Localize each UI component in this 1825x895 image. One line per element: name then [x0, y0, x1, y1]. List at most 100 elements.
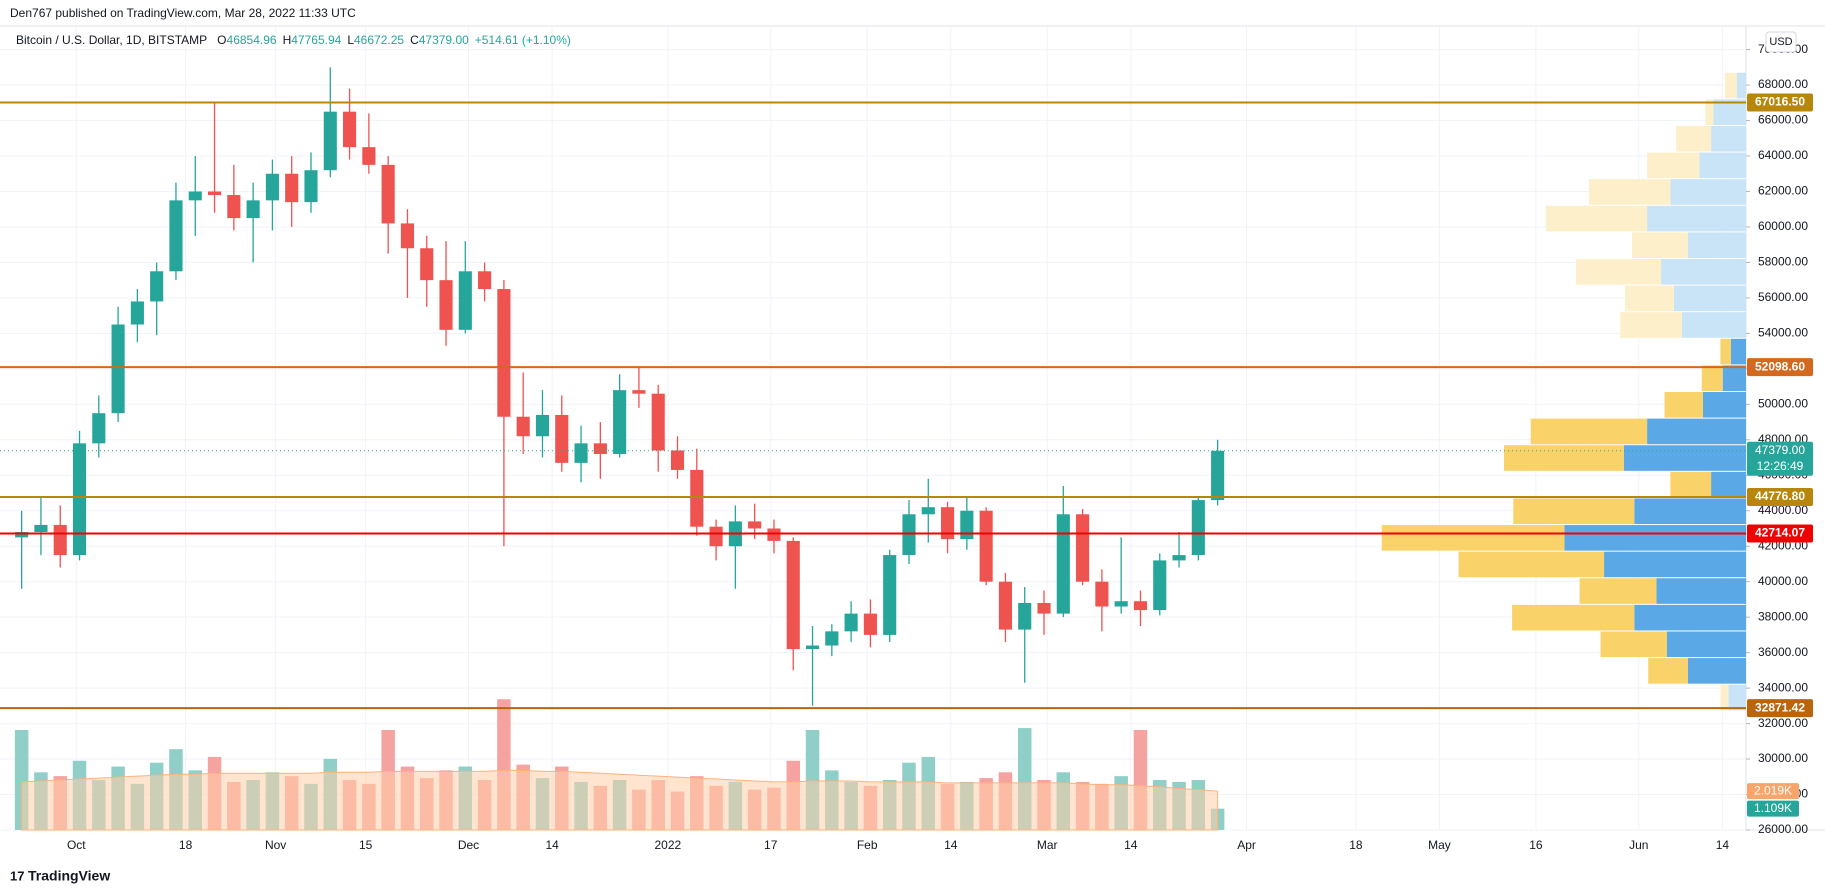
candle-body [632, 390, 646, 394]
plot-layer [0, 26, 1746, 831]
profile-up [1728, 684, 1746, 711]
candle-body [478, 271, 492, 290]
x-tick-label: 14 [1716, 838, 1730, 852]
profile-down [1705, 99, 1714, 125]
candle-body [188, 191, 202, 201]
candle-body [246, 200, 260, 219]
profile-down [1512, 604, 1635, 631]
ohlc-prefix: L [347, 33, 354, 47]
last-price-box [1747, 441, 1813, 476]
candle-body [1191, 500, 1205, 556]
candle-body [709, 526, 723, 547]
candle-body [34, 524, 48, 533]
candle-body [825, 631, 839, 646]
level-label-box [1747, 524, 1813, 543]
candle-body [593, 443, 607, 454]
x-tick-label: Dec [458, 838, 479, 852]
profile-down [1676, 125, 1712, 152]
profile-down [1664, 392, 1703, 418]
candle-body [613, 390, 627, 454]
candle-body [323, 111, 337, 171]
profile-down [1530, 418, 1648, 445]
profile-up [1661, 258, 1746, 285]
candle-body [1018, 602, 1032, 630]
last-price-label: 47379.00 [1755, 443, 1805, 457]
profile-up [1670, 179, 1746, 205]
candle-body [304, 170, 318, 203]
profile-down [1648, 658, 1688, 684]
candle-body [883, 555, 897, 635]
candle-body [960, 510, 974, 540]
candle-body [767, 528, 781, 541]
x-tick-label: 17 [764, 838, 778, 852]
ohlc-prefix: C [410, 33, 419, 47]
profile-down [1725, 72, 1737, 99]
level-label-box [1747, 699, 1813, 718]
ohlc-prefix: H [283, 33, 292, 47]
candle-body [1076, 514, 1090, 582]
candle-body [902, 514, 916, 556]
level-label: 44776.80 [1755, 489, 1805, 503]
ohlc-prefix: O [217, 33, 226, 47]
ohlc-value: 47379.00 [419, 33, 469, 47]
level-label: 32871.42 [1755, 700, 1805, 714]
candle-body [130, 301, 144, 325]
candle-body [748, 521, 762, 529]
profile-up [1711, 125, 1746, 152]
profile-up [1711, 471, 1746, 498]
level-label: 42714.07 [1755, 526, 1805, 540]
y-tick-label: 34000.00 [1758, 680, 1808, 694]
y-tick-label: 62000.00 [1758, 184, 1808, 198]
x-tick-label: 14 [1124, 838, 1138, 852]
candle-body [844, 613, 858, 632]
candle-body [1056, 514, 1070, 614]
candle-body [343, 111, 357, 148]
y-tick-label: 44000.00 [1758, 503, 1808, 517]
ohlc-value: 47765.94 [291, 33, 341, 47]
level-label-box [1747, 487, 1813, 506]
profile-up [1647, 418, 1746, 445]
candle-body [227, 195, 241, 219]
candle-body [555, 414, 569, 463]
candle-body [207, 191, 222, 196]
candle-body [651, 393, 665, 451]
candle-body [381, 164, 395, 224]
x-tick-label: Apr [1237, 838, 1256, 852]
candle-body [400, 223, 415, 249]
profile-up [1604, 551, 1746, 578]
y-tick-label: 38000.00 [1758, 609, 1808, 623]
profile-down [1600, 631, 1667, 658]
volume-label: 1.109K [1754, 801, 1792, 815]
published-line: Den767 published on TradingView.com, Mar… [10, 6, 356, 20]
ohlc-value: 46672.25 [354, 33, 404, 47]
candle-body [998, 581, 1012, 630]
profile-down [1576, 258, 1662, 285]
profile-up [1713, 99, 1746, 125]
profile-down [1720, 338, 1731, 365]
x-tick-label: 15 [359, 838, 373, 852]
candle-body [1153, 560, 1167, 611]
candle-body [805, 645, 820, 650]
y-tick-label: 30000.00 [1758, 751, 1808, 765]
profile-up [1634, 604, 1746, 631]
candle-body [439, 280, 453, 330]
y-tick-label: 26000.00 [1758, 822, 1808, 836]
symbol-legend: Bitcoin / U.S. Dollar, 1D, BITSTAMP O4685… [16, 33, 571, 47]
candle-body [941, 507, 955, 540]
volume-ma-area [21, 769, 1219, 831]
profile-up [1656, 578, 1746, 604]
brand: TradingView [28, 868, 110, 884]
candle-body [1114, 601, 1128, 607]
candle-body [979, 510, 993, 582]
candle-body [362, 147, 376, 165]
y-tick-label: 50000.00 [1758, 396, 1808, 410]
profile-down [1624, 285, 1674, 312]
profile-up [1682, 312, 1746, 338]
profile-up [1647, 205, 1746, 232]
symbol: Bitcoin / U.S. Dollar, 1D, BITSTAMP [16, 33, 207, 47]
profile-up [1673, 285, 1746, 312]
profile-down [1503, 445, 1624, 471]
currency: USD [1769, 36, 1792, 48]
